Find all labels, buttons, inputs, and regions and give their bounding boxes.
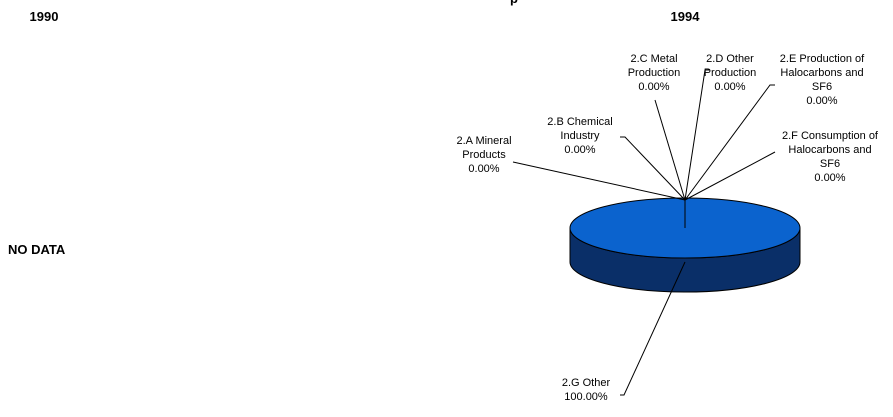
- slice-label-line: 2.G Other: [562, 377, 611, 389]
- slice-label-line: 0.00%: [814, 172, 845, 184]
- slice-label-line: 2.F Consumption of: [782, 130, 879, 142]
- leader-lines: [512, 69, 776, 396]
- pie-1994: [569, 197, 801, 293]
- slice-label-2e: 2.E Production of Halocarbons and SF6 0.00%: [780, 53, 865, 107]
- slice-label-line: 2.B Chemical: [547, 116, 612, 128]
- slice-label-2b: 2.B Chemical Industry 0.00%: [547, 116, 612, 156]
- slice-label-line: Production: [628, 67, 681, 79]
- slice-label-line: SF6: [820, 158, 840, 170]
- slice-label-line: 0.00%: [638, 81, 669, 93]
- leader-line-2e: [684, 84, 775, 201]
- title-1990: 1990: [30, 9, 59, 24]
- slice-label-2c: 2.C Metal Production 0.00%: [628, 53, 681, 93]
- title-1994: 1994: [671, 9, 701, 24]
- slice-label-line: 0.00%: [564, 144, 595, 156]
- slice-label-line: 2.C Metal: [630, 53, 677, 65]
- no-data-label: NO DATA: [8, 242, 66, 257]
- slice-label-line: 100.00%: [564, 391, 608, 403]
- slice-label-line: 2.A Mineral: [456, 135, 511, 147]
- slice-label-2g: 2.G Other 100.00%: [562, 377, 611, 403]
- slice-label-line: SF6: [812, 81, 832, 93]
- slice-labels: 2.A Mineral Products 0.00% 2.B Chemical Indu…: [456, 53, 878, 403]
- slice-label-line: Production: [704, 67, 757, 79]
- leader-line-2f: [684, 151, 776, 201]
- slice-label-2a: 2.A Mineral Products 0.00%: [456, 135, 511, 175]
- leader-line-2c: [654, 99, 686, 201]
- slice-label-line: Products: [462, 149, 506, 161]
- slice-label-2d: 2.D Other Production 0.00%: [704, 53, 757, 93]
- slice-label-line: Halocarbons and: [780, 67, 863, 79]
- title-partial: p: [510, 0, 518, 6]
- slice-label-line: 0.00%: [806, 95, 837, 107]
- leader-line-2b: [620, 136, 686, 201]
- leader-line-2d: [684, 69, 710, 201]
- leader-line-2a: [512, 161, 686, 201]
- slice-label-line: 0.00%: [468, 163, 499, 175]
- leader-line-2g: [620, 261, 686, 396]
- slice-label-2f: 2.F Consumption of Halocarbons and SF6 0.00…: [782, 130, 879, 184]
- slice-label-line: 2.D Other: [706, 53, 754, 65]
- slice-label-line: 0.00%: [714, 81, 745, 93]
- slice-label-line: 2.E Production of: [780, 53, 865, 65]
- slice-label-line: Halocarbons and: [788, 144, 871, 156]
- slice-label-line: Industry: [560, 130, 600, 142]
